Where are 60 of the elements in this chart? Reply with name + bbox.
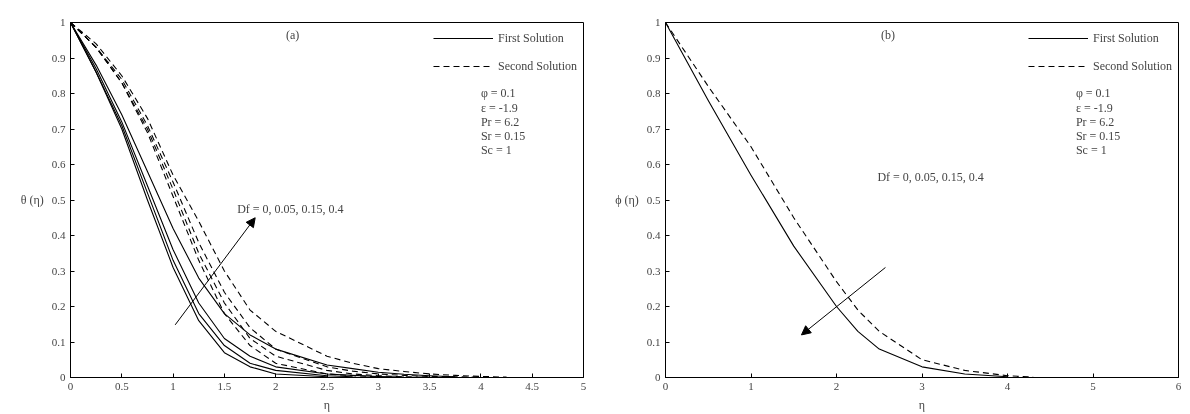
annotation: Sc = 1: [1075, 143, 1107, 158]
x-tick-label: 3: [375, 379, 382, 392]
y-tick-label: 0.8: [51, 87, 66, 99]
y-tick-label: 1: [60, 16, 66, 28]
x-tick-label: 2: [833, 379, 840, 392]
y-axis-title: ϕ (η): [615, 193, 639, 207]
x-tick-label: 3: [919, 379, 926, 392]
annotation: Sc = 1: [480, 143, 512, 158]
annotation: Df = 0, 0.05, 0.15, 0.4: [237, 201, 344, 216]
y-tick-label: 0.9: [646, 51, 661, 64]
y-tick-label: 0.3: [51, 264, 66, 277]
y-tick-label: 0.3: [646, 264, 661, 277]
y-tick-label: 0.5: [646, 193, 661, 206]
legend-label: First Solution: [1092, 30, 1159, 46]
annotation: Sr = 0.15: [1075, 129, 1121, 143]
x-axis-title: η: [323, 397, 331, 412]
legend-label: Second Solution: [1092, 58, 1172, 74]
annotation: (a): [285, 27, 300, 42]
y-tick-label: 0.2: [51, 300, 66, 312]
y-tick-label: 0.5: [51, 193, 66, 206]
x-tick-label: 0.5: [114, 379, 130, 392]
y-tick-label: 0: [60, 371, 66, 383]
annotation: φ = 0.1: [1075, 86, 1111, 101]
x-tick-label: 3.5: [422, 379, 437, 392]
x-axis-title: η: [918, 397, 926, 412]
x-tick-label: 5: [1090, 379, 1097, 392]
annotation: Pr = 6.2: [1075, 114, 1115, 129]
annotation: ε = -1.9: [480, 100, 518, 115]
x-tick-label: 6: [1175, 379, 1182, 392]
x-tick-label: 4.5: [525, 379, 540, 392]
y-tick-label: 1: [655, 16, 661, 28]
y-tick-label: 0.4: [646, 229, 661, 241]
x-tick-label: 2.5: [320, 379, 335, 392]
annotation: Sr = 0.15: [480, 129, 526, 143]
x-tick-label: 1: [170, 379, 176, 392]
y-tick-label: 0.1: [646, 335, 661, 348]
annotation: ε = -1.9: [1075, 100, 1113, 115]
y-tick-label: 0.7: [51, 122, 66, 135]
y-tick-label: 0.7: [646, 122, 661, 135]
x-tick-label: 4: [478, 379, 485, 392]
y-tick-label: 0.2: [646, 300, 661, 312]
annotation: (b): [880, 27, 895, 42]
annotation: Df = 0, 0.05, 0.15, 0.4: [877, 170, 984, 185]
x-tick-label: 5: [580, 379, 587, 392]
y-tick-label: 0.6: [646, 158, 661, 170]
y-tick-label: 0.9: [51, 51, 66, 64]
x-tick-label: 2: [272, 379, 279, 392]
x-tick-label: 4: [1004, 379, 1011, 392]
y-tick-label: 0: [655, 371, 661, 383]
legend-label: First Solution: [497, 30, 564, 46]
x-tick-label: 1.5: [217, 379, 232, 392]
y-tick-label: 0.4: [51, 229, 66, 241]
y-tick-label: 0.8: [646, 87, 661, 99]
y-tick-label: 0.1: [51, 335, 66, 348]
y-axis-title: θ (η): [20, 193, 44, 207]
annotation: φ = 0.1: [480, 86, 516, 101]
y-tick-label: 0.6: [51, 158, 66, 170]
x-tick-label: 1: [748, 379, 754, 392]
annotation: Pr = 6.2: [480, 114, 520, 129]
legend-label: Second Solution: [497, 58, 577, 74]
